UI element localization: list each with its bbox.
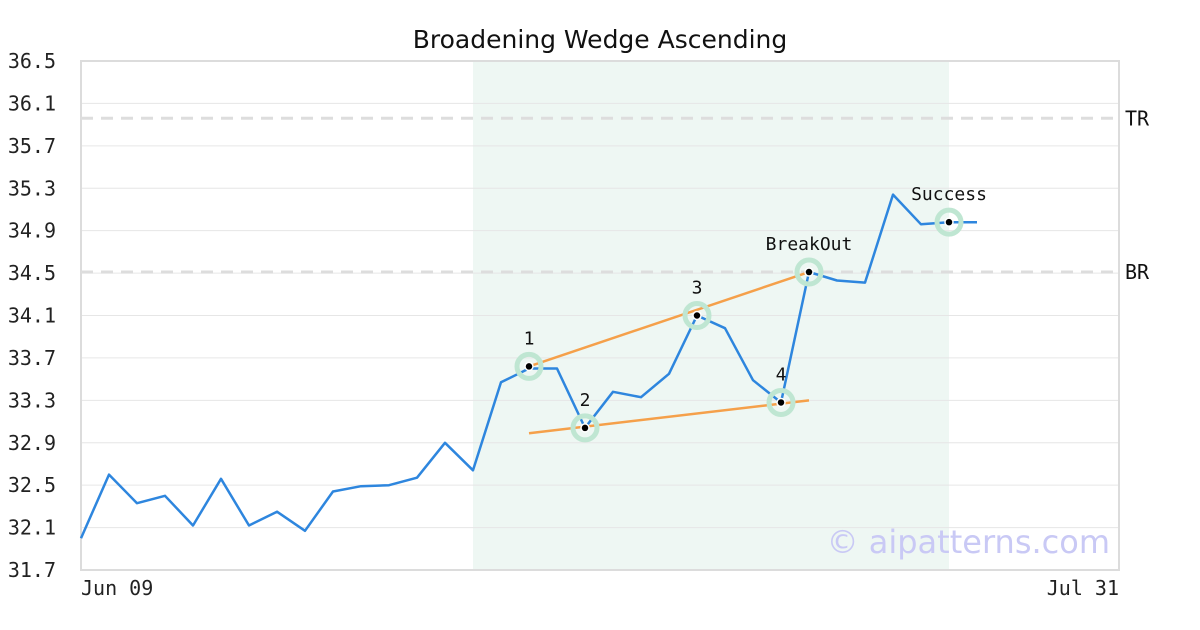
point-breakout-ring bbox=[794, 257, 824, 287]
point-3-label: 3 bbox=[692, 278, 703, 299]
y-tick-label: 34.1 bbox=[8, 304, 56, 328]
point-1-dot bbox=[524, 361, 534, 372]
y-tick-label: 32.1 bbox=[8, 516, 56, 540]
point-2-ring bbox=[570, 413, 600, 443]
x-tick-end: Jul 31 bbox=[1047, 576, 1119, 600]
y-tick-label: 35.7 bbox=[8, 134, 56, 158]
point-2-dot bbox=[580, 423, 590, 433]
point-success-dot bbox=[944, 217, 954, 227]
chart-title: Broadening Wedge Ascending bbox=[413, 25, 788, 54]
hline-label-tr: TR bbox=[1125, 106, 1150, 130]
watermark: © aipatterns.com bbox=[827, 523, 1110, 561]
point-3-ring bbox=[682, 301, 712, 330]
plot-frame bbox=[80, 60, 1120, 571]
y-tick-label: 34.5 bbox=[8, 261, 56, 285]
y-tick-label: 34.9 bbox=[8, 219, 56, 243]
point-4-ring bbox=[766, 387, 796, 417]
point-breakout-dot bbox=[804, 267, 814, 277]
point-success-label: Success bbox=[911, 184, 987, 205]
y-tick-label: 36.1 bbox=[8, 91, 56, 115]
y-tick-label: 35.3 bbox=[8, 176, 56, 200]
point-4-dot bbox=[776, 397, 786, 408]
x-tick-start: Jun 09 bbox=[81, 576, 153, 600]
y-tick-label: 33.7 bbox=[8, 346, 56, 370]
point-1-label: 1 bbox=[524, 328, 535, 349]
point-1-ring bbox=[514, 351, 544, 381]
point-breakout-label: BreakOut bbox=[766, 234, 853, 255]
point-3-dot bbox=[692, 310, 702, 321]
trendline-upper bbox=[528, 270, 810, 368]
y-tick-label: 32.5 bbox=[8, 473, 56, 497]
point-success-ring bbox=[934, 207, 964, 237]
y-tick-label: 36.5 bbox=[8, 49, 56, 73]
y-tick-label: 33.3 bbox=[8, 388, 56, 412]
y-tick-label: 31.7 bbox=[8, 558, 56, 582]
hline-label-br: BR bbox=[1125, 260, 1150, 284]
point-2-label: 2 bbox=[580, 390, 591, 411]
point-4-label: 4 bbox=[776, 364, 787, 385]
trendline-lower bbox=[528, 399, 810, 435]
y-tick-label: 32.9 bbox=[8, 431, 56, 455]
